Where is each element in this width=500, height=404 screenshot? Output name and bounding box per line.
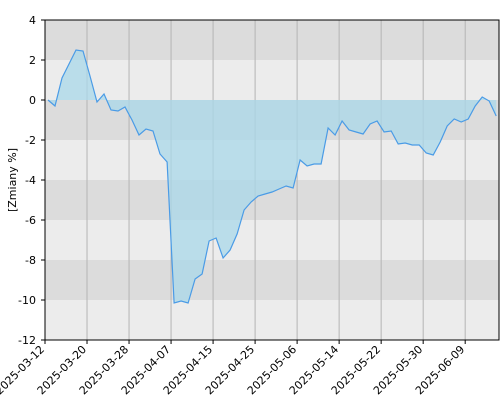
band <box>45 60 499 100</box>
y-tick-label: 2 <box>29 54 36 67</box>
y-tick-label: -10 <box>18 294 36 307</box>
band <box>45 220 499 260</box>
y-tick-label: -6 <box>25 214 36 227</box>
line <box>47 49 497 304</box>
y-tick-label: -12 <box>18 334 36 347</box>
y-tick-label: -4 <box>25 174 36 187</box>
y-tick-label: -8 <box>25 254 36 267</box>
band <box>45 20 499 60</box>
area <box>48 50 497 303</box>
band <box>45 260 499 300</box>
y-tick-label: 4 <box>29 14 36 27</box>
plot-frame <box>44 19 500 341</box>
y-tick-label: 0 <box>29 94 36 107</box>
band <box>45 300 499 340</box>
y-tick-label: -2 <box>25 134 36 147</box>
y-axis-label: [Zmiany %] <box>6 148 19 212</box>
